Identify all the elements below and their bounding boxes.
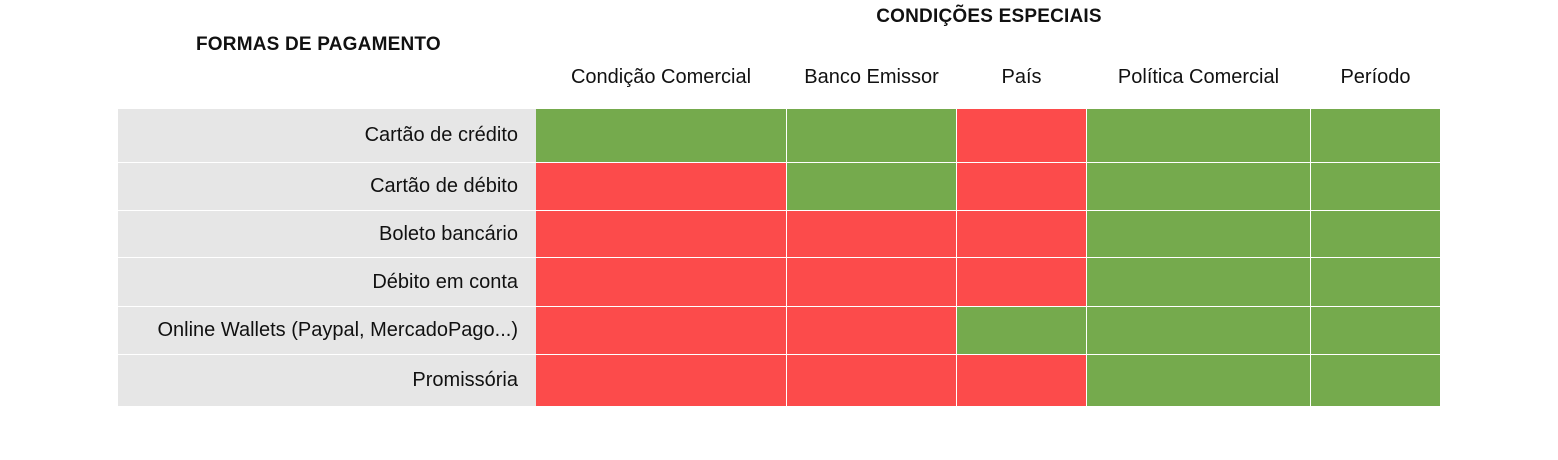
condition-cell-no [957, 211, 1086, 257]
condition-cell-yes [1311, 258, 1440, 306]
condition-cell-no [536, 307, 786, 354]
row-label: Promissória [118, 355, 536, 406]
condition-cell-yes [1311, 355, 1440, 406]
condition-cell-no [957, 258, 1086, 306]
condition-cell-no [957, 109, 1086, 162]
condition-cell-no [536, 355, 786, 406]
condition-cell-yes [957, 307, 1086, 354]
condition-cell-no [787, 258, 956, 306]
column-header: Política Comercial [1117, 66, 1280, 88]
row-label: Cartão de débito [118, 163, 536, 210]
condition-cell-yes [1087, 211, 1310, 257]
column-header: Banco Emissor [804, 66, 939, 88]
condition-cell-no [536, 211, 786, 257]
condition-cell-yes [1087, 355, 1310, 406]
column-header: País [1001, 66, 1042, 88]
column-group-title: CONDIÇÕES ESPECIAIS [876, 6, 1102, 27]
condition-cell-yes [787, 163, 956, 210]
row-label: Débito em conta [118, 258, 536, 306]
row-label: Cartão de crédito [118, 109, 536, 162]
row-header-title: FORMAS DE PAGAMENTO [196, 34, 441, 55]
condition-cell-yes [536, 109, 786, 162]
condition-cell-no [787, 355, 956, 406]
condition-cell-no [787, 307, 956, 354]
condition-cell-yes [1311, 163, 1440, 210]
column-header: Período [1340, 66, 1411, 88]
row-label: Boleto bancário [118, 211, 536, 257]
column-header: Condição Comercial [570, 66, 752, 88]
condition-cell-yes [1087, 163, 1310, 210]
condition-cell-no [957, 163, 1086, 210]
condition-cell-yes [1087, 109, 1310, 162]
condition-cell-no [787, 211, 956, 257]
condition-cell-yes [1087, 307, 1310, 354]
condition-cell-no [536, 258, 786, 306]
condition-cell-no [536, 163, 786, 210]
row-label: Online Wallets (Paypal, MercadoPago...) [118, 307, 536, 354]
condition-cell-yes [1311, 211, 1440, 257]
condition-cell-yes [1311, 109, 1440, 162]
condition-cell-yes [787, 109, 956, 162]
condition-cell-yes [1311, 307, 1440, 354]
condition-cell-yes [1087, 258, 1310, 306]
condition-cell-no [957, 355, 1086, 406]
